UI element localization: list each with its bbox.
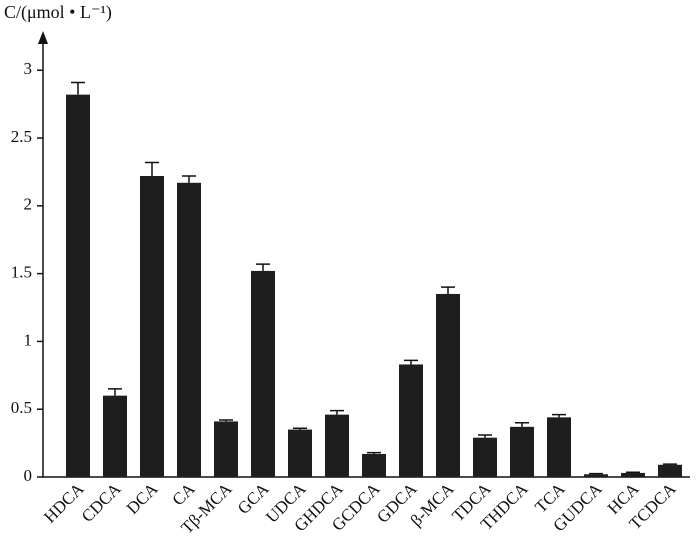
- x-tick-label: CDCA: [78, 479, 125, 526]
- bar: [325, 414, 349, 477]
- bar: [658, 464, 682, 477]
- error-bar: [552, 413, 566, 418]
- x-tick-label: DCA: [123, 479, 162, 518]
- error-bar: [256, 263, 270, 271]
- bar: [288, 429, 312, 477]
- bar: [251, 270, 275, 477]
- bar: [547, 417, 571, 477]
- y-tick-label: 1.5: [11, 263, 32, 282]
- error-bar: [515, 422, 529, 427]
- bar: [177, 182, 201, 477]
- y-tick-label: 1: [24, 330, 33, 349]
- bar: [66, 94, 90, 478]
- bar: [103, 395, 127, 477]
- error-bar: [367, 451, 381, 454]
- error-bar: [626, 471, 640, 474]
- bar: [584, 474, 608, 477]
- bar: [214, 421, 238, 477]
- y-axis-arrow: [38, 31, 48, 44]
- error-bar: [330, 409, 344, 415]
- bar: [140, 176, 164, 477]
- bar: [399, 364, 423, 477]
- bar: [473, 437, 497, 477]
- error-bar: [589, 472, 603, 475]
- error-bar: [441, 286, 455, 294]
- bar: [362, 453, 386, 477]
- bar: [621, 472, 645, 477]
- y-tick-label: 0: [24, 466, 33, 485]
- x-tick-label: CA: [168, 479, 199, 510]
- y-tick-label: 2: [24, 195, 33, 214]
- x-tick-label: HDCA: [40, 479, 88, 527]
- error-bar: [182, 175, 196, 183]
- error-bar: [219, 419, 233, 422]
- error-bar: [478, 434, 492, 438]
- bar: [510, 426, 534, 477]
- bar: [436, 293, 460, 477]
- error-bar: [663, 463, 677, 465]
- y-tick-label: 0.5: [11, 398, 32, 417]
- error-bar: [71, 81, 85, 95]
- y-axis-label: C/(μmol • L⁻¹): [4, 2, 112, 23]
- error-bar: [293, 427, 307, 430]
- y-tick-label: 2.5: [11, 127, 32, 146]
- error-bar: [404, 359, 418, 365]
- y-tick-label: 3: [24, 59, 33, 78]
- error-bar: [145, 161, 159, 177]
- error-bar: [108, 388, 122, 396]
